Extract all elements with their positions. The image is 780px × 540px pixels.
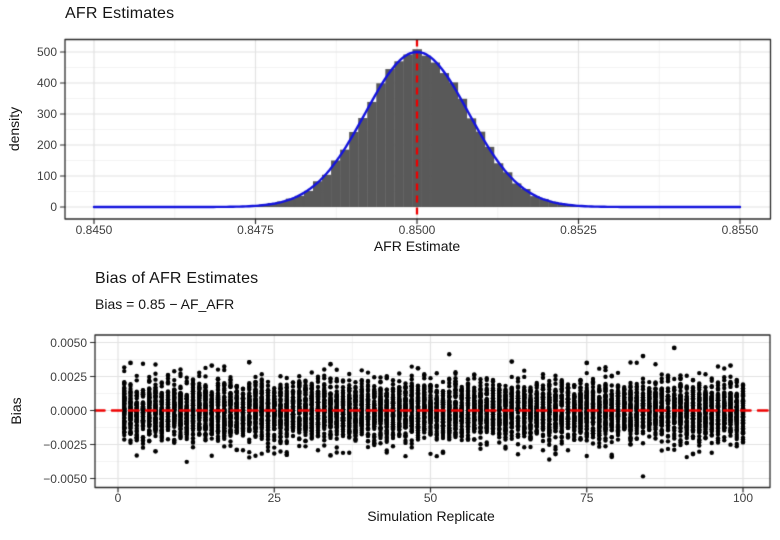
- plot1-title: AFR Estimates: [65, 5, 175, 22]
- plot2-x-tick-label: 100: [732, 491, 754, 505]
- plot2-y-tick-label: 0.0025: [50, 369, 87, 384]
- plot2-y-tick-label: 0.0000: [50, 403, 87, 418]
- plot2-x-axis-title: Simulation Replicate: [367, 508, 495, 524]
- plot2-y-axis-title: Bias: [8, 397, 24, 425]
- plot1-y-tick-label: 100: [36, 169, 57, 183]
- plot2-x-tick-label: 25: [267, 491, 281, 505]
- plot1-y-tick-label: 0: [50, 200, 57, 214]
- plot1-y-tick-label: 300: [36, 107, 57, 121]
- plot1-y-tick-label: 200: [36, 138, 57, 152]
- plot2-subtitle: Bias = 0.85 − AF_AFR: [95, 296, 235, 312]
- plot2-x-tick-label: 0: [114, 491, 122, 505]
- plot1-x-tick-label: 0.8475: [237, 223, 274, 237]
- plot2-y-tick-label: −0.0025: [43, 437, 87, 452]
- plot1-x-tick-label: 0.8450: [75, 223, 113, 237]
- plot2-title: Bias of AFR Estimates: [95, 270, 259, 287]
- plot1-x-tick-label: 0.8525: [560, 223, 597, 237]
- plot2-x-tick-label: 50: [423, 491, 438, 505]
- plot1-y-tick-label: 500: [36, 45, 57, 59]
- plot2-y-tick-label: 0.0050: [50, 335, 87, 350]
- plot2-x-tick-label: 75: [580, 491, 594, 505]
- plot1-x-axis-title: AFR Estimate: [373, 238, 461, 254]
- plot1-x-tick-label: 0.8550: [721, 223, 759, 237]
- plot1-y-tick-label: 400: [36, 76, 57, 90]
- plot1-x-tick-label: 0.8500: [398, 223, 436, 237]
- plot2-y-tick-label: −0.0050: [43, 471, 87, 486]
